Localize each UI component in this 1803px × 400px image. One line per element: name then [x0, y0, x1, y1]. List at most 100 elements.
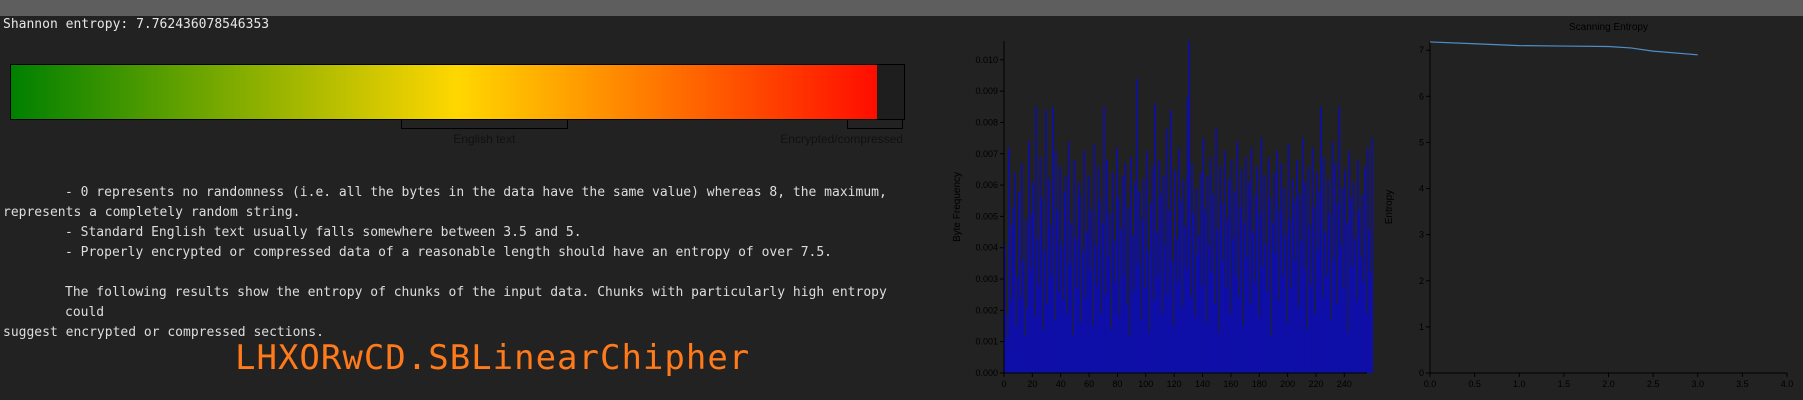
frequency-bar	[1021, 163, 1023, 373]
y-axis-label: Byte Frequency	[952, 172, 963, 242]
frequency-bar	[1314, 313, 1317, 373]
frequency-bar	[1307, 166, 1310, 373]
frequency-bar	[1226, 219, 1229, 373]
frequency-bar	[1159, 194, 1162, 373]
frequency-bar	[1294, 260, 1297, 373]
frequency-bar	[1246, 257, 1249, 373]
frequency-bar	[1033, 316, 1036, 373]
frequency-bar	[1005, 313, 1008, 373]
frequency-bar	[1362, 282, 1365, 373]
y-tick-label: 0.004	[975, 243, 998, 253]
frequency-bar	[1368, 228, 1371, 373]
frequency-bar	[1232, 238, 1234, 373]
frequency-bar	[1313, 207, 1315, 373]
frequency-bar	[1040, 197, 1043, 373]
x-tick-label: 140	[1195, 379, 1210, 389]
frequency-bar	[1032, 181, 1035, 373]
frequency-bar	[1038, 285, 1040, 373]
frequency-bar	[1213, 304, 1216, 373]
frequency-bar	[1094, 244, 1097, 373]
frequency-bar	[1015, 326, 1018, 373]
frequency-bar	[1303, 269, 1305, 373]
frequency-bar	[1142, 178, 1145, 373]
english-text-range-label: English text	[453, 132, 516, 146]
frequency-bar	[1083, 150, 1086, 373]
frequency-bar	[1176, 282, 1179, 373]
frequency-bar	[1076, 288, 1079, 373]
frequency-bar	[1179, 200, 1182, 373]
frequency-bar	[1039, 156, 1042, 373]
frequency-bar	[1008, 147, 1010, 373]
frequency-bar	[1052, 106, 1054, 373]
x-tick-label: 4.0	[1781, 379, 1794, 389]
frequency-bar	[1093, 144, 1096, 373]
frequency-bar	[1280, 163, 1283, 373]
frequency-bar	[1276, 150, 1278, 373]
frequency-bar	[1018, 191, 1020, 373]
frequency-bar	[1025, 219, 1027, 373]
y-tick-label: 0.002	[975, 305, 998, 315]
frequency-bar	[1182, 178, 1185, 373]
frequency-bar	[1074, 238, 1077, 373]
byte-frequency-chart: 0.000 0.001 0.002 0.003 0.004 0.005 0.006 0.007…	[952, 41, 1373, 389]
result-filename: LHXORwCD.SBLinearChipher	[235, 338, 751, 378]
frequency-bar	[1199, 172, 1202, 373]
frequency-bar	[1089, 269, 1091, 373]
y-tick-label: 0.008	[975, 117, 998, 127]
frequency-bar	[1228, 178, 1230, 373]
frequency-bar	[1237, 297, 1240, 373]
frequency-bar	[1269, 197, 1271, 373]
frequency-bar	[1367, 147, 1369, 373]
frequency-bar	[1111, 172, 1114, 373]
frequency-bar	[1125, 304, 1128, 373]
frequency-bar	[1050, 275, 1053, 373]
frequency-bar	[1063, 191, 1066, 373]
frequency-bar	[1257, 316, 1260, 373]
y-tick-label: 0.007	[975, 149, 998, 159]
frequency-bar	[1035, 106, 1037, 373]
y-tick-label: 7	[1419, 45, 1424, 55]
note-line: suggest encrypted or compressed sections…	[3, 325, 324, 340]
frequency-bar	[1209, 156, 1212, 373]
frequency-bar	[1114, 282, 1117, 373]
frequency-bar	[1167, 294, 1169, 373]
frequency-bar	[1357, 160, 1359, 373]
y-tick-label: 4	[1419, 184, 1424, 194]
frequency-bar	[1348, 150, 1351, 373]
frequency-bar	[1203, 210, 1206, 373]
frequency-bar	[1062, 300, 1064, 373]
y-tick-label: 0.003	[975, 274, 998, 284]
frequency-bar	[1291, 178, 1294, 373]
frequency-bar	[1298, 194, 1301, 373]
frequency-bar	[1249, 304, 1252, 373]
frequency-bar	[1266, 291, 1269, 373]
frequency-bar	[1218, 332, 1220, 373]
frequency-bar	[1225, 288, 1227, 373]
frequency-bar	[1080, 322, 1083, 373]
frequency-bar	[1130, 156, 1132, 373]
frequency-bar	[1358, 210, 1361, 373]
frequency-bar	[1128, 335, 1131, 373]
frequency-bar	[1364, 166, 1366, 373]
frequency-bar	[1306, 329, 1308, 373]
frequency-bar	[1046, 304, 1049, 373]
frequency-bar	[1267, 156, 1270, 373]
frequency-bar	[1178, 147, 1181, 373]
frequency-bar	[1320, 106, 1322, 373]
frequency-bar	[1108, 213, 1111, 373]
frequency-bar	[1134, 181, 1137, 373]
frequency-bar	[1185, 269, 1188, 373]
frequency-bar	[1004, 244, 1006, 373]
frequency-bar	[1254, 194, 1257, 373]
frequency-bar	[1284, 235, 1287, 373]
frequency-bar	[1070, 222, 1073, 373]
frequency-bar	[1124, 163, 1127, 373]
frequency-bar	[1342, 288, 1345, 373]
frequency-bar	[1023, 335, 1026, 373]
frequency-bar	[1011, 225, 1013, 373]
frequency-bar	[1315, 172, 1318, 373]
frequency-bar	[1296, 160, 1298, 373]
y-tick-label: 0.000	[975, 368, 998, 378]
frequency-bar	[1321, 297, 1324, 373]
frequency-bar	[1331, 141, 1334, 373]
